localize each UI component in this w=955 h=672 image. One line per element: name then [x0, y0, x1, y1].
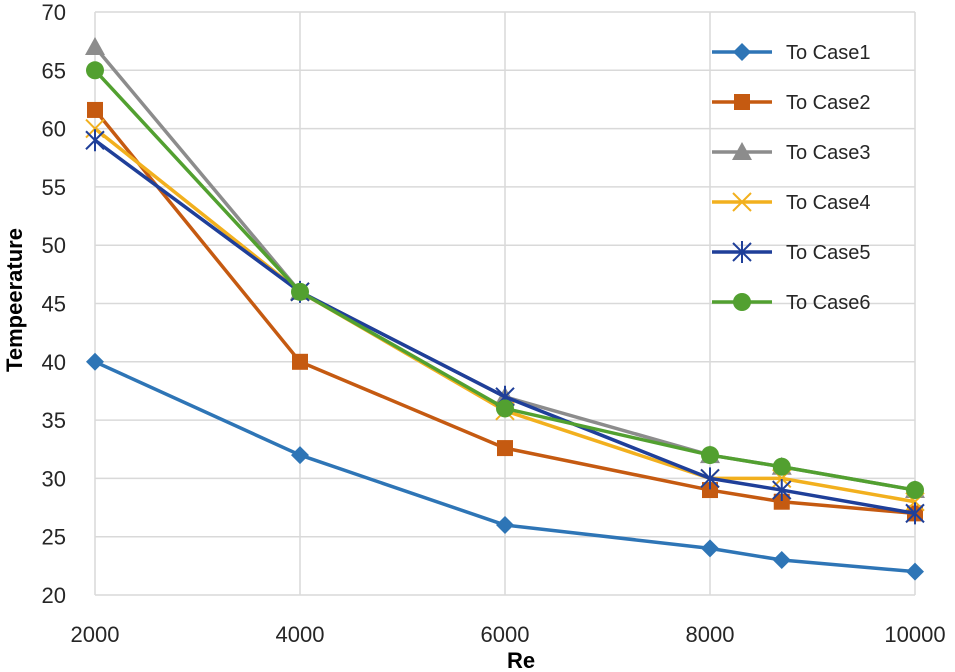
data-point [772, 457, 791, 476]
data-point [86, 352, 104, 371]
x-tick-label: 4000 [276, 622, 325, 647]
data-point [496, 399, 514, 418]
y-tick-label: 55 [42, 175, 66, 200]
y-tick-label: 40 [42, 350, 66, 375]
legend-marker [732, 192, 752, 212]
y-tick-label: 30 [42, 466, 66, 491]
data-point [700, 467, 720, 490]
legend-label: To Case4 [786, 192, 871, 214]
x-tick-label: 10000 [884, 622, 945, 647]
data-point [86, 61, 104, 80]
y-tick-label: 20 [42, 583, 66, 608]
x-axis-label: Re [507, 648, 535, 672]
series-6 [86, 61, 924, 500]
x-tick-label: 2000 [71, 622, 120, 647]
y-tick-label: 50 [42, 233, 66, 258]
data-point [905, 502, 925, 525]
data-point [497, 440, 513, 457]
series-layer [85, 36, 925, 581]
series-line [93, 69, 916, 492]
y-tick-label: 60 [42, 117, 66, 142]
data-point [87, 101, 103, 118]
data-point [292, 353, 308, 370]
data-point [906, 562, 924, 581]
data-point [701, 446, 719, 465]
series-line [93, 138, 916, 516]
legend-item: To Case2 [712, 92, 871, 114]
legend-label: To Case1 [786, 42, 871, 64]
x-tick-labels: 2000 4000 6000 8000 10000 [71, 622, 946, 647]
data-point [85, 129, 105, 152]
x-tick-label: 6000 [481, 622, 530, 647]
legend-marker [733, 293, 751, 311]
legend-marker [732, 142, 752, 160]
data-point [772, 479, 792, 502]
data-point [906, 481, 924, 500]
legend-label: To Case3 [786, 142, 871, 164]
data-point [291, 282, 309, 301]
legend-item: To Case5 [712, 241, 871, 264]
series-line [94, 360, 916, 574]
y-tick-label: 70 [42, 0, 66, 25]
y-tick-labels: 20 25 30 35 40 45 50 55 60 65 70 [42, 0, 66, 608]
legend-item: To Case3 [712, 142, 871, 164]
legend-item: To Case1 [712, 42, 871, 64]
data-point [702, 482, 718, 499]
x-tick-label: 8000 [686, 622, 735, 647]
data-point [85, 36, 105, 55]
series-line [93, 108, 916, 516]
data-point [701, 539, 719, 558]
legend-marker [733, 43, 751, 61]
legend-label: To Case6 [786, 292, 871, 314]
y-tick-label: 35 [42, 408, 66, 433]
data-point [496, 516, 514, 535]
series-1 [86, 352, 924, 581]
data-point [772, 551, 791, 570]
y-axis-label: Tempeerature [2, 228, 27, 372]
legend-item: To Case6 [712, 292, 871, 314]
series-5 [85, 129, 925, 525]
legend: To Case1 To Case2 To Case3 To Case4 To Case5… [712, 42, 871, 314]
legend-item: To Case4 [712, 192, 871, 214]
data-point [773, 493, 790, 510]
y-tick-label: 65 [42, 58, 66, 83]
legend-marker [734, 94, 750, 110]
y-tick-label: 45 [42, 292, 66, 317]
legend-marker [732, 241, 752, 263]
data-point [291, 446, 309, 465]
y-tick-label: 25 [42, 525, 66, 550]
legend-label: To Case2 [786, 92, 871, 114]
gridlines [94, 11, 916, 596]
legend-label: To Case5 [786, 242, 871, 264]
